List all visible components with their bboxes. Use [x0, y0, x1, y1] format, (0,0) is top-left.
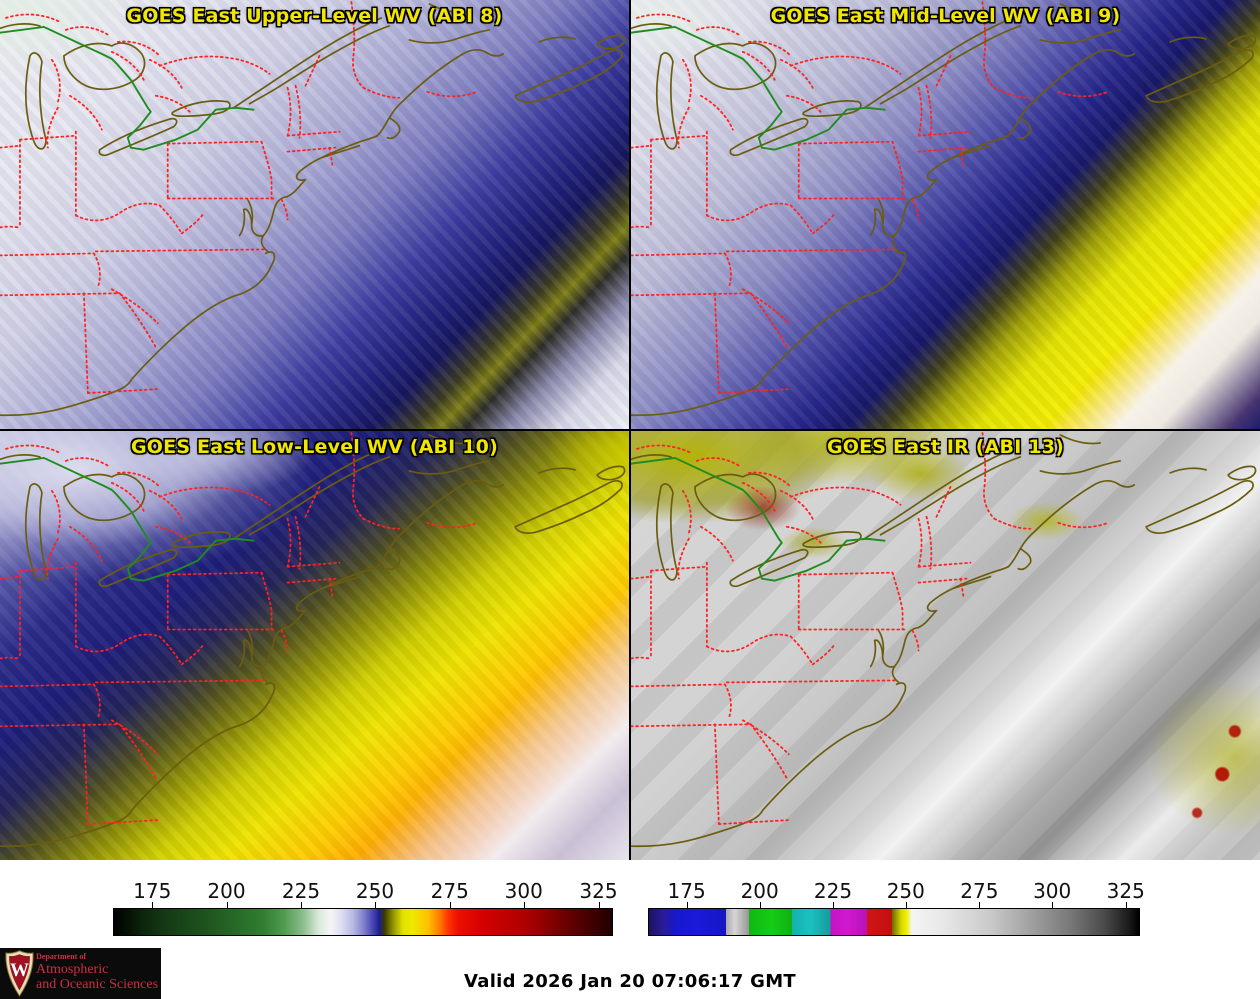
colorbar-tick-label: 175 [133, 879, 172, 903]
satellite-panel-grid: GOES East Upper-Level WV (ABI 8) GOES Ea… [0, 0, 1260, 860]
panel-title-upper-level-wv: GOES East Upper-Level WV (ABI 8) [126, 5, 503, 27]
colorbar-tick-mark [686, 902, 688, 908]
colorbar-tick-mark [301, 902, 302, 908]
colorbar-tick-label: 225 [813, 879, 853, 903]
colorbar-tick-label: 300 [504, 879, 543, 903]
valid-timestamp: Valid 2026 Jan 20 07:06:17 GMT [464, 971, 796, 992]
colorbar-tick-label: 275 [430, 879, 469, 903]
panel-title-ir: GOES East IR (ABI 13) [826, 436, 1065, 458]
wv-colorbar-tickrow [113, 902, 613, 908]
uw-crest-icon: W [5, 950, 34, 997]
panel-title-mid-level-wv: GOES East Mid-Level WV (ABI 9) [770, 5, 1121, 27]
logo-dept-line: Department of [36, 952, 86, 961]
logo-line-1: Atmospheric [36, 962, 109, 977]
colorbar-tick-mark [979, 902, 981, 908]
colorbar-tick-label: 200 [207, 879, 246, 903]
uw-aos-logo-text: Department of Atmospheric and Oceanic Sc… [36, 953, 158, 992]
map-overlay-mid-level-wv [631, 1, 1257, 417]
colorbar-tick-label: 250 [355, 879, 395, 903]
colorbar-tick-label: 325 [579, 879, 618, 903]
colorbar-tick-label: 300 [1033, 879, 1072, 903]
wv-colorbar: 175 200 225 250 275 300 325 [113, 879, 618, 936]
colorbar-tick-label: 275 [960, 879, 999, 903]
colorbar-tick-mark [1125, 902, 1127, 908]
ir-colorbar: 175 200 225 250 275 300 325 [648, 879, 1145, 936]
panel-upper-level-wv: GOES East Upper-Level WV (ABI 8) [0, 0, 629, 429]
uw-monogram: W [10, 960, 29, 981]
footer-strip: 175 200 225 250 275 300 325 175 200 225 250 275 300… [0, 860, 1260, 999]
colorbar-tick-mark [1052, 902, 1054, 908]
panel-mid-level-wv: GOES East Mid-Level WV (ABI 9) [631, 0, 1260, 429]
panel-ir: GOES East IR (ABI 13) [631, 431, 1260, 860]
wv-colorbar-gradient [113, 908, 613, 936]
wv-colorbar-labels: 175 200 225 250 275 300 325 [113, 879, 617, 903]
colorbar-tick-label: 200 [740, 879, 779, 903]
uw-aos-logo: W Department of Atmospheric and Oceanic … [0, 948, 161, 999]
colorbar-tick-mark [449, 902, 451, 908]
colorbar-tick-mark [523, 902, 525, 908]
map-overlay-ir [631, 432, 1257, 848]
colorbar-tick-mark [905, 902, 907, 908]
map-overlay-low-level-wv [0, 432, 626, 848]
panel-title-low-level-wv: GOES East Low-Level WV (ABI 10) [131, 436, 498, 458]
colorbar-tick-mark [152, 902, 154, 908]
colorbar-tick-mark [832, 902, 834, 908]
colorbar-tick-mark [759, 902, 761, 908]
ir-colorbar-labels: 175 200 225 250 275 300 325 [648, 879, 1145, 903]
colorbar-tick-mark [598, 902, 600, 908]
colorbar-tick-label: 325 [1106, 879, 1145, 903]
ir-colorbar-gradient [648, 908, 1140, 936]
logo-line-2: and Oceanic Sciences [36, 977, 159, 992]
ir-colorbar-tickrow [648, 902, 1140, 908]
colorbar-tick-label: 225 [281, 879, 321, 903]
colorbar-tick-mark [226, 902, 228, 908]
colorbar-tick-label: 250 [886, 879, 925, 903]
map-overlay-upper-level-wv [0, 1, 626, 417]
colorbar-tick-mark [375, 902, 376, 908]
panel-low-level-wv: GOES East Low-Level WV (ABI 10) [0, 431, 629, 860]
colorbar-tick-label: 175 [667, 879, 706, 903]
